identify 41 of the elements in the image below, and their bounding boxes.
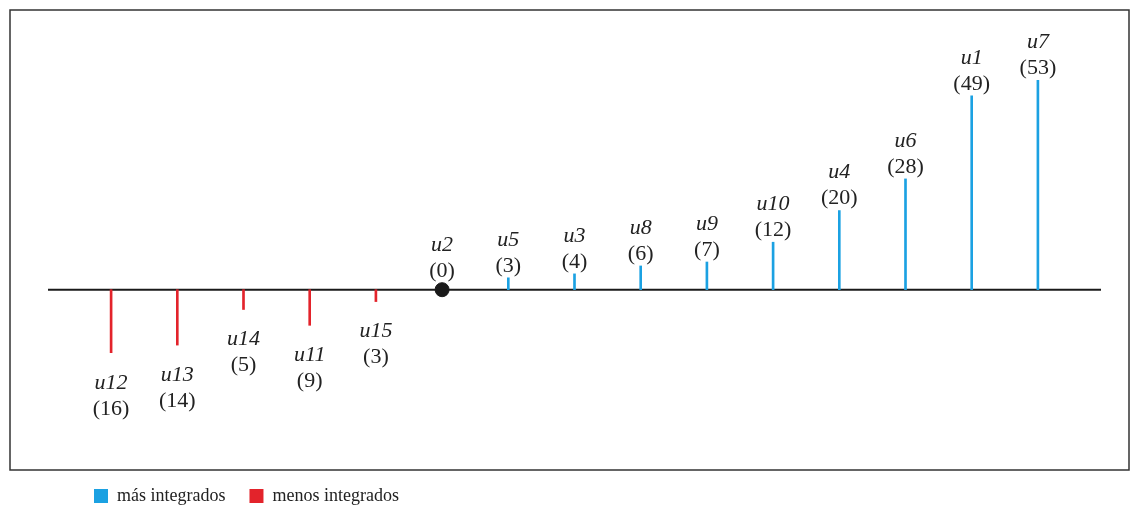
bar (506, 277, 510, 291)
bar (308, 289, 312, 326)
x-tick-label: u15 (359, 317, 393, 343)
x-tick-label: u14 (227, 325, 260, 351)
data-label: (6) (627, 239, 654, 265)
x-tick-label: u10 (756, 190, 790, 215)
data-label: (20) (820, 184, 858, 210)
data-label: (5) (230, 351, 257, 377)
data-label: (4) (561, 247, 588, 273)
data-label: (7) (694, 235, 720, 261)
x-tick-label: u4 (828, 158, 851, 184)
data-label: (16) (92, 394, 130, 420)
data-label: (28) (887, 152, 924, 178)
x-tick-label: u13 (160, 360, 194, 386)
x-tick-label: u3 (563, 221, 586, 247)
bar (242, 289, 245, 310)
x-tick-label: u11 (294, 341, 326, 367)
bar (573, 273, 576, 291)
bar (837, 210, 841, 291)
bar (970, 95, 974, 291)
bar (639, 265, 643, 291)
x-tick-label: u1 (960, 43, 983, 69)
data-label: (3) (495, 251, 522, 277)
x-tick-label: u6 (894, 126, 917, 152)
x-tick-label: u9 (695, 209, 718, 235)
x-tick-label: u8 (629, 213, 652, 239)
x-tick-label: u2 (431, 231, 454, 257)
data-label: (14) (158, 386, 196, 412)
x-tick-label: u5 (497, 225, 520, 251)
x-tick-label: u7 (1026, 27, 1050, 53)
data-label: (12) (754, 216, 792, 241)
bar (175, 289, 179, 346)
bar (904, 178, 907, 291)
data-label: (49) (953, 69, 991, 95)
legend-label: menos integrados (272, 484, 399, 505)
data-label: (9) (296, 367, 323, 393)
legend-label: más integrados (117, 484, 226, 505)
data-label: (53) (1019, 53, 1057, 79)
data-label: (0) (429, 257, 455, 283)
x-tick-label: u12 (94, 368, 128, 394)
data-label: (3) (363, 343, 389, 369)
